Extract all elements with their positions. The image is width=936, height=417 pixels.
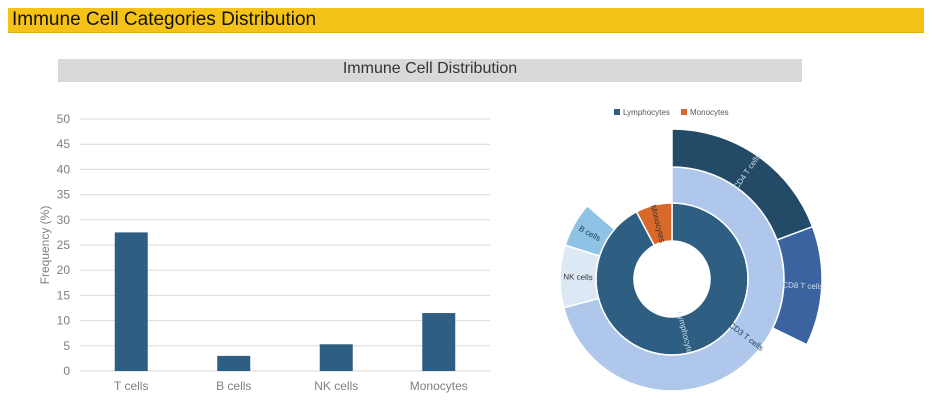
y-tick-label: 25 (57, 238, 71, 252)
x-tick-label: T cells (114, 379, 148, 393)
y-tick-label: 45 (57, 137, 71, 151)
y-tick-label: 20 (57, 263, 71, 277)
x-tick-label: Monocytes (410, 379, 468, 393)
y-tick-label: 50 (57, 112, 71, 126)
chart-title: Immune Cell Distribution (342, 60, 518, 77)
bar (217, 355, 251, 371)
y-tick-label: 15 (57, 288, 71, 302)
legend-swatch (681, 109, 687, 115)
y-tick-label: 0 (63, 364, 70, 378)
y-tick-label: 5 (63, 339, 70, 353)
y-tick-label: 35 (57, 188, 71, 202)
y-axis-label: Frequency (%) (38, 206, 52, 285)
legend-label: Monocytes (690, 108, 729, 117)
legend-swatch (614, 109, 620, 115)
bar (422, 313, 456, 371)
x-tick-label: NK cells (314, 379, 358, 393)
y-tick-label: 40 (57, 162, 71, 176)
legend-label: Lymphocytes (623, 108, 670, 117)
page-title: Immune Cell Categories Distribution (12, 9, 317, 30)
y-tick-label: 30 (57, 213, 71, 227)
sunburst-segment (771, 225, 823, 346)
x-tick-label: B cells (216, 379, 251, 393)
bar (319, 344, 353, 371)
chart-title-banner: Immune Cell Distribution (58, 59, 802, 82)
bar (114, 232, 148, 371)
page-header: Immune Cell Categories Distribution (8, 8, 924, 33)
sunburst-segment (564, 204, 616, 257)
sunburst-label: NK cells (563, 272, 593, 282)
sunburst-label: CD8 T cells (782, 280, 823, 291)
y-tick-label: 10 (57, 314, 71, 328)
